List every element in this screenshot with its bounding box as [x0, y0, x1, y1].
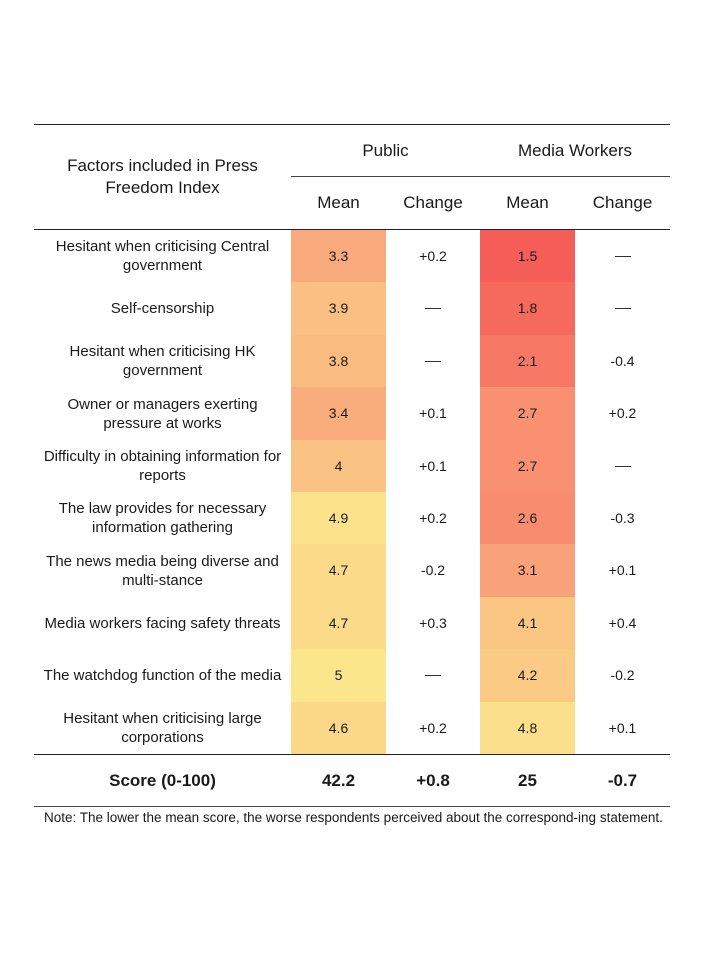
- media-mean-cell: 2.6: [480, 492, 575, 545]
- dash-mark: [614, 308, 631, 310]
- factor-label: Hesitant when criticising Central govern…: [55, 238, 270, 275]
- media-workers-group-header: Media Workers: [518, 140, 632, 160]
- header-bottom-rule: [34, 229, 670, 230]
- public-mean-cell: 5: [291, 649, 386, 703]
- media-change-cell: +0.4: [608, 614, 637, 631]
- media-change-cell: -0.4: [610, 352, 635, 369]
- score-top-rule: [34, 754, 670, 755]
- factor-label: Owner or managers exerting pressure at w…: [67, 395, 258, 432]
- media-change-cell: +0.1: [608, 719, 637, 736]
- score-public-mean: 42.2: [321, 771, 356, 790]
- public-mean-cell: 4.7: [291, 596, 386, 650]
- public-mean-header: Mean: [317, 193, 360, 212]
- media-change-cell: +0.1: [608, 562, 637, 579]
- score-media-mean: 25: [518, 771, 537, 790]
- factor-label: The watchdog function of the media: [43, 667, 282, 685]
- public-group-header: Public: [362, 140, 409, 160]
- media-change-cell: [575, 440, 670, 493]
- media-mean-header: Mean: [506, 193, 549, 212]
- public-mean-cell: 4: [291, 439, 386, 493]
- media-mean-cell: 4.1: [480, 596, 575, 650]
- public-mean-cell: 3.4: [291, 387, 386, 441]
- public-mean-cell: 4.9: [291, 492, 386, 545]
- media-change-cell: [575, 230, 670, 283]
- public-change-header: Change: [403, 193, 463, 212]
- media-change-cell: [575, 282, 670, 335]
- media-mean-cell: 2.7: [480, 439, 575, 493]
- dash-mark: [425, 360, 441, 362]
- public-change-cell: +0.2: [419, 719, 447, 736]
- public-change-cell: [386, 282, 480, 335]
- public-mean-cell: 3.9: [291, 282, 386, 336]
- media-mean-cell: 1.5: [480, 230, 575, 283]
- public-change-cell: [386, 649, 480, 702]
- group-underline: [291, 176, 670, 177]
- public-change-cell: -0.2: [420, 562, 446, 579]
- dash-mark: [614, 465, 631, 467]
- media-change-header: Change: [592, 193, 653, 212]
- factor-label: Media workers facing safety threats: [44, 614, 281, 632]
- factor-label: The law provides for necessary informati…: [58, 500, 267, 537]
- media-change-cell: -0.3: [610, 509, 635, 526]
- public-mean-cell: 3.3: [291, 230, 386, 283]
- factor-label: Self-censorship: [110, 300, 215, 318]
- public-mean-cell: 3.8: [291, 334, 386, 388]
- public-change-cell: +0.1: [419, 405, 447, 422]
- score-media-change: -0.7: [607, 771, 638, 790]
- media-mean-cell: 4.8: [480, 701, 575, 755]
- dash-mark: [614, 255, 631, 257]
- public-mean-cell: 4.6: [291, 701, 386, 755]
- media-change-cell: -0.2: [610, 667, 635, 684]
- media-mean-cell: 2.7: [480, 387, 575, 441]
- public-change-cell: +0.1: [419, 457, 447, 474]
- dash-mark: [425, 308, 441, 310]
- top-rule: [34, 124, 670, 125]
- media-mean-cell: 4.2: [480, 649, 575, 703]
- media-change-cell: +0.2: [608, 405, 637, 422]
- public-change-cell: +0.2: [419, 509, 447, 526]
- public-mean-cell: 4.7: [291, 544, 386, 598]
- factor-label: The news media being diverse and multi-s…: [46, 552, 279, 589]
- factor-label: Hesitant when criticising large corporat…: [63, 710, 262, 747]
- media-mean-cell: 3.1: [480, 544, 575, 598]
- public-change-cell: +0.3: [419, 614, 447, 631]
- factor-label: Hesitant when criticising HK government: [69, 343, 256, 380]
- public-change-cell: +0.2: [419, 247, 447, 264]
- score-public-change: +0.8: [416, 771, 450, 790]
- media-mean-cell: 1.8: [480, 282, 575, 336]
- factor-label: Difficulty in obtaining information for …: [43, 448, 282, 485]
- public-change-cell: [386, 335, 480, 388]
- score-label: Score (0-100): [109, 771, 216, 790]
- dash-mark: [425, 675, 441, 677]
- media-mean-cell: 2.1: [480, 334, 575, 388]
- factor-column-header: Factors included in Press Freedom Index: [67, 155, 258, 197]
- bottom-rule: [34, 806, 670, 807]
- table-note: Note: The lower the mean score, the wors…: [44, 810, 663, 825]
